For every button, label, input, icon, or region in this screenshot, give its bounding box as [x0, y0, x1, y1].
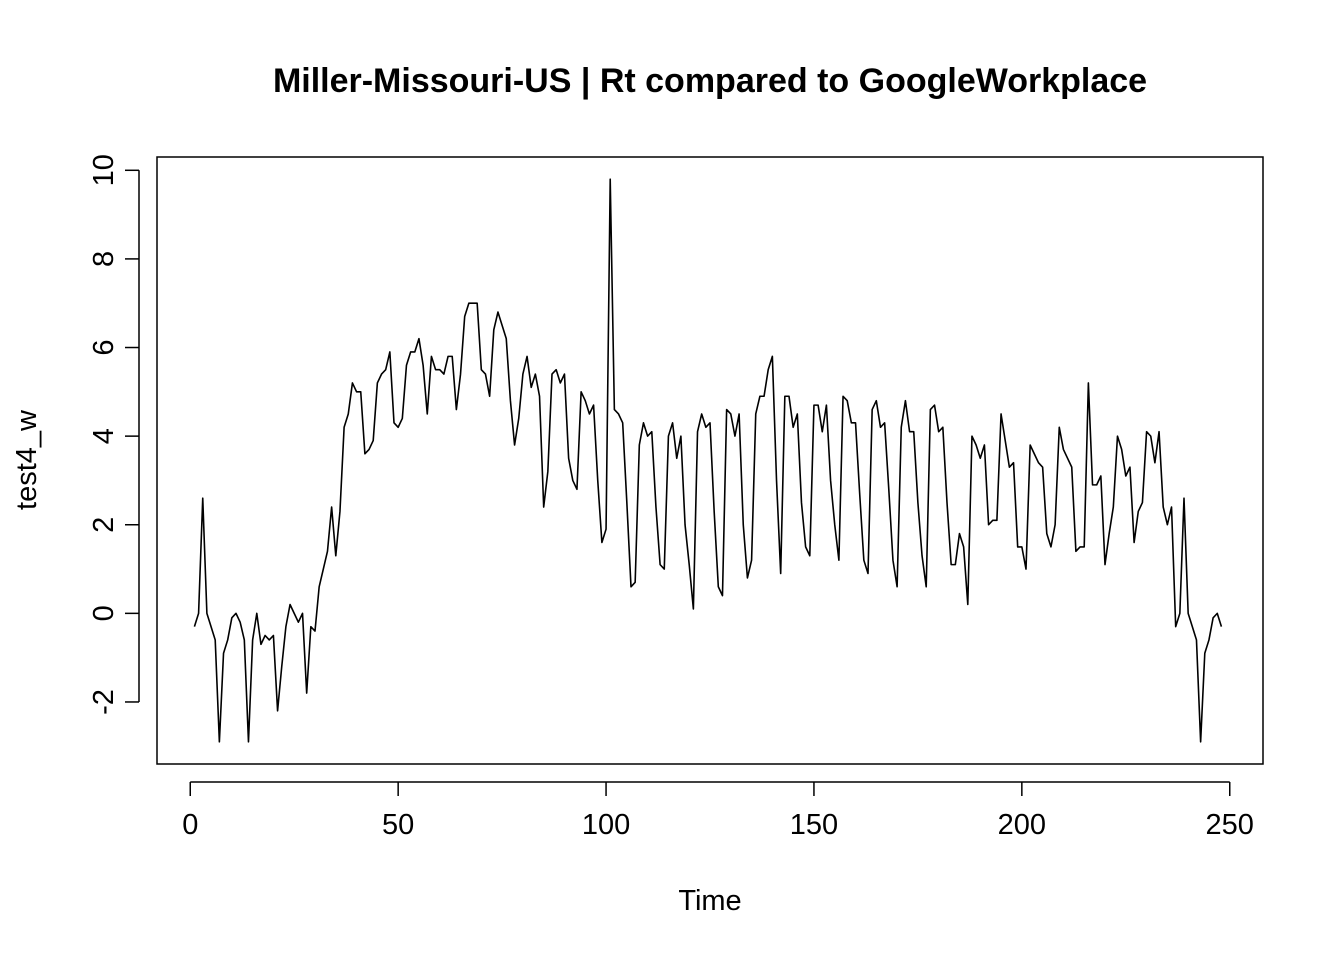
y-tick-label: 4 [88, 428, 120, 444]
plot-frame [156, 156, 1264, 765]
series-line [193, 178, 1223, 743]
y-tick-label: 2 [88, 517, 120, 533]
y-tick-label: -2 [88, 689, 120, 715]
y-tick-label: 10 [88, 154, 120, 186]
y-axis: -2 0 2 4 6 8 10 [88, 154, 140, 715]
x-tick-label: 0 [182, 809, 198, 841]
y-tick-label: 6 [88, 339, 120, 355]
y-tick-label: 8 [88, 251, 120, 267]
x-tick-label: 250 [1206, 809, 1254, 841]
x-tick-label: 150 [790, 809, 838, 841]
x-axis: 0 50 100 150 200 250 [182, 781, 1254, 841]
y-tick-label: 0 [88, 605, 120, 621]
y-axis-label: test4_w [11, 409, 43, 510]
x-tick-label: 50 [382, 809, 414, 841]
chart-title: Miller-Missouri-US | Rt compared to Goog… [273, 62, 1147, 100]
x-axis-label: Time [678, 885, 741, 917]
x-tick-label: 100 [582, 809, 630, 841]
x-tick-label: 200 [998, 809, 1046, 841]
